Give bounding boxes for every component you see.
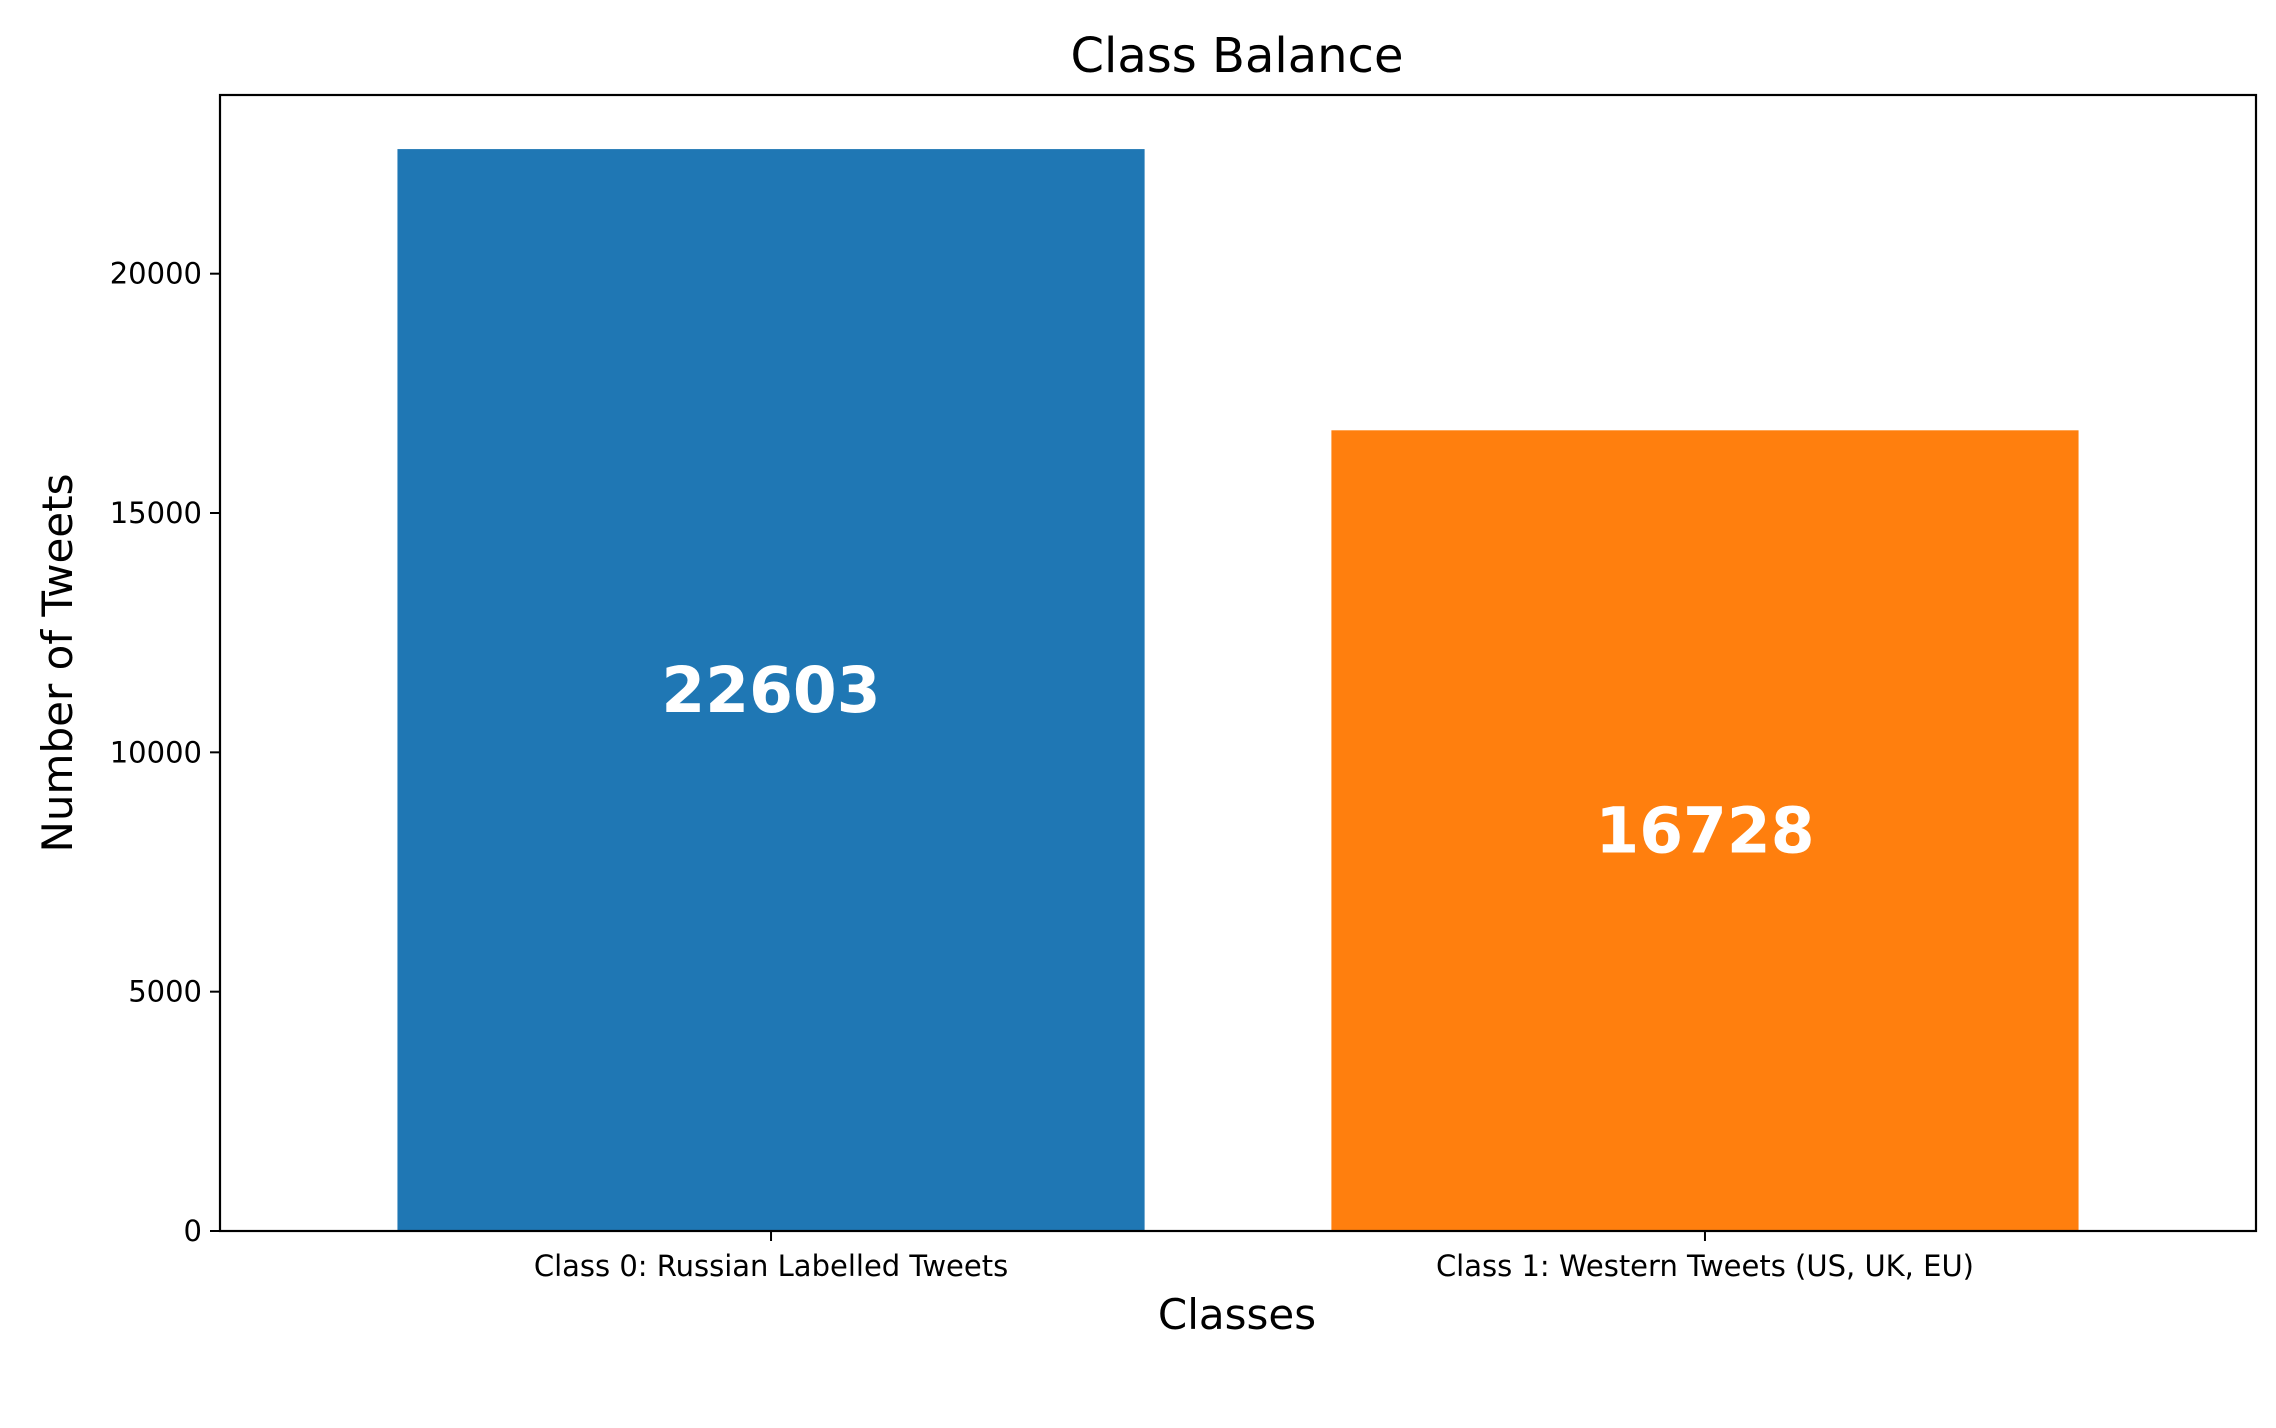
chart-title: Class Balance bbox=[1071, 28, 1404, 84]
y-tick-label-1: 5000 bbox=[128, 975, 202, 1009]
bars-layer: 22603 16728 bbox=[397, 149, 2079, 1232]
bar-value-label-0: 22603 bbox=[661, 654, 880, 727]
y-axis: 0 5000 10000 15000 20000 bbox=[110, 257, 220, 1248]
y-tick-label-3: 15000 bbox=[110, 496, 202, 530]
x-tick-label-1: Class 1: Western Tweets (US, UK, EU) bbox=[1436, 1249, 1974, 1283]
y-axis-label: Number of Tweets bbox=[33, 474, 82, 853]
plot-frame bbox=[218, 93, 2258, 1233]
bar-class-1 bbox=[1331, 430, 2079, 1232]
x-tick-label-0: Class 0: Russian Labelled Tweets bbox=[534, 1249, 1008, 1283]
y-tick-label-2: 10000 bbox=[110, 735, 202, 769]
bar-value-label-1: 16728 bbox=[1595, 795, 1814, 868]
y-tick-label-0: 0 bbox=[184, 1214, 202, 1248]
bar-class-0 bbox=[397, 149, 1145, 1232]
y-tick-label-4: 20000 bbox=[110, 257, 202, 291]
x-axis: Class 0: Russian Labelled Tweets Class 1:… bbox=[534, 1231, 1974, 1283]
x-axis-label: Classes bbox=[1158, 1290, 1316, 1339]
